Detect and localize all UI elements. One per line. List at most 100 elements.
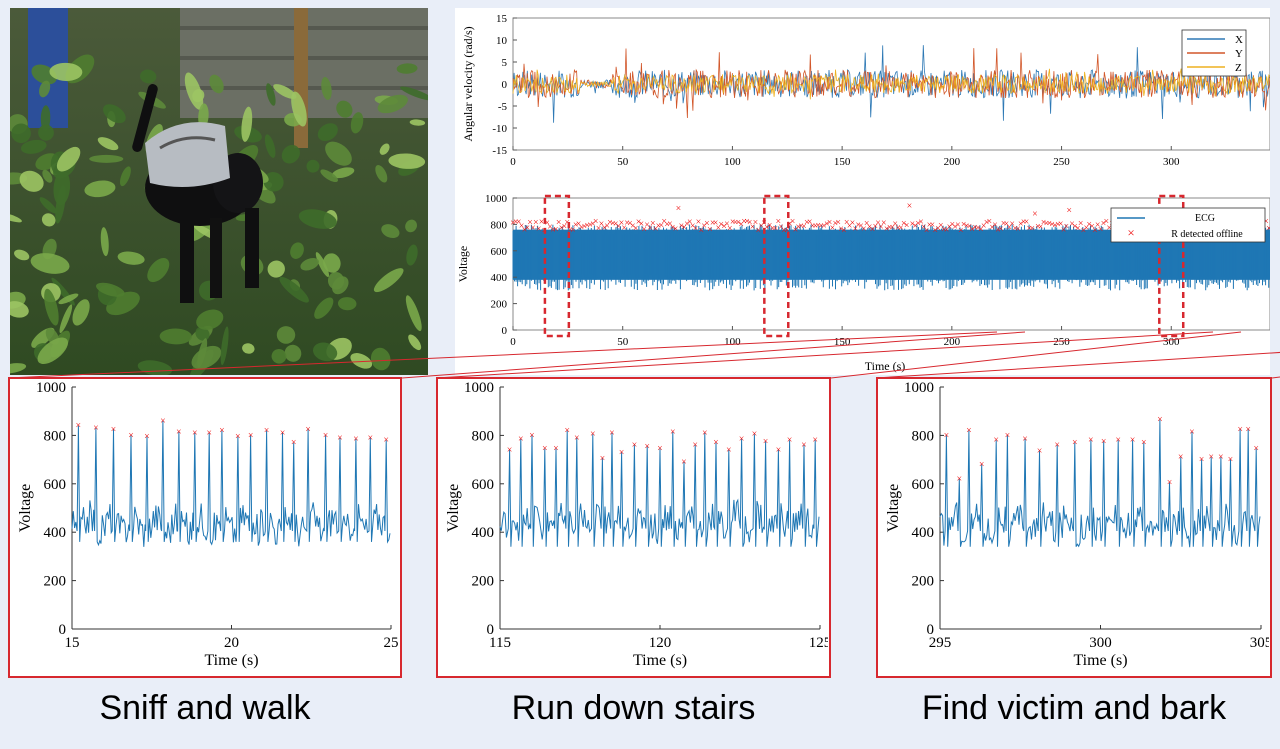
zoom-r-peak-marker: ×	[776, 445, 782, 456]
ecg-r-peak-marker: ×	[733, 218, 739, 229]
ecg-r-peak-marker: ×	[661, 217, 667, 228]
ecg-r-peak-marker: ×	[690, 221, 696, 232]
ecg-r-peak-marker: ×	[1101, 219, 1107, 230]
zoom-xtick-label: 15	[65, 635, 80, 651]
zoom-r-peak-marker: ×	[966, 426, 972, 437]
ecg-r-peak-marker: ×	[870, 225, 876, 236]
ecg-r-peak-marker: ×	[1046, 219, 1052, 230]
zoom-r-peak-marker: ×	[574, 433, 580, 444]
ecg-r-peak-marker: ×	[564, 218, 570, 229]
caption-find-victim-and-bark: Find victim and bark	[921, 689, 1227, 727]
ecg-r-peak-marker: ×	[1092, 225, 1098, 236]
ecg-r-peak-marker: ×	[887, 222, 893, 233]
ecg-r-peak-marker: ×	[901, 218, 907, 229]
ecg-r-peak-marker: ×	[1018, 219, 1024, 230]
ecg-r-peak-marker: ×	[975, 223, 981, 234]
ecg-r-peak-marker: ×	[1032, 209, 1038, 220]
zoom-r-peak-marker: ×	[553, 444, 559, 455]
ecg-r-peak-marker: ×	[764, 222, 770, 233]
zoom-r-peak-marker: ×	[323, 430, 329, 441]
ecg-r-peak-marker: ×	[698, 226, 704, 237]
ecg-r-peak-marker: ×	[961, 220, 967, 231]
ecg-r-peak-marker: ×	[619, 218, 625, 229]
ecg-r-peak-marker: ×	[1035, 222, 1041, 233]
zoom-r-peak-marker: ×	[353, 434, 359, 445]
ecg-r-peak-marker: ×	[864, 218, 870, 229]
zoom-ytick-label: 400	[472, 525, 495, 541]
ecg-r-peak-marker: ×	[918, 217, 924, 228]
ecg-r-peak-marker: ×	[750, 222, 756, 233]
ecg-r-peak-marker: ×	[510, 218, 516, 229]
zoom-ytick-label: 200	[472, 574, 495, 590]
zoom-ytick-label: 0	[59, 622, 67, 638]
ecg-r-peak-marker: ×	[1001, 218, 1007, 229]
zoom-r-peak-marker: ×	[542, 444, 548, 455]
zoom-r-peak-marker: ×	[1189, 427, 1195, 438]
ecg-r-peak-marker: ×	[981, 221, 987, 232]
ecg-r-peak-marker: ×	[895, 223, 901, 234]
av-ytick-label: 0	[502, 79, 508, 91]
ecg-r-peak-marker: ×	[838, 224, 844, 235]
ecg-r-peak-marker: ×	[818, 221, 824, 232]
zoom-r-peak-marker: ×	[752, 429, 758, 440]
zoom-r-peak-marker: ×	[219, 426, 225, 437]
caption-sniff-and-walk: Sniff and walk	[99, 689, 311, 727]
ecg-r-peak-marker: ×	[1055, 219, 1061, 230]
zoom-xtick-label: 295	[929, 635, 952, 651]
zoom-ytick-label: 600	[912, 477, 935, 493]
ecg-r-peak-marker: ×	[553, 224, 559, 235]
ecg-r-peak-marker: ×	[795, 222, 801, 233]
ecg-r-peak-marker: ×	[824, 219, 830, 230]
ecg-r-peak-marker: ×	[721, 222, 727, 233]
zoom-r-peak-marker: ×	[564, 426, 570, 437]
ecg-r-peak-marker: ×	[850, 218, 856, 229]
zoom-r-peak-marker: ×	[248, 430, 254, 441]
zoom-r-peak-marker: ×	[1005, 430, 1011, 441]
ecg-r-peak-marker: ×	[929, 220, 935, 231]
ecg-xtick-label: 50	[617, 336, 629, 348]
ecg-r-peak-marker: ×	[550, 225, 556, 236]
legend-z-label: Z	[1235, 62, 1242, 74]
ecg-r-peak-marker: ×	[664, 219, 670, 230]
ecg-r-peak-marker: ×	[875, 218, 881, 229]
ecg-xtick-label: 150	[834, 336, 851, 348]
ecg-r-peak-marker: ×	[633, 223, 639, 234]
ecg-r-peak-marker: ×	[804, 217, 810, 228]
legend-ecg-label: ECG	[1195, 213, 1215, 224]
zoom-ecg-line	[939, 419, 1261, 548]
zoom-r-peak-marker: ×	[128, 430, 134, 441]
ecg-r-peak-marker: ×	[852, 224, 858, 235]
ecg-r-peak-marker: ×	[790, 216, 796, 227]
ecg-r-peak-marker: ×	[581, 222, 587, 233]
av-ylabel: Angular velocity (rad/s)	[461, 26, 475, 141]
ecg-r-peak-marker: ×	[530, 223, 536, 234]
zoom-ytick-label: 800	[44, 428, 67, 444]
ecg-r-peak-marker: ×	[1064, 221, 1070, 232]
ecg-r-peak-marker: ×	[1058, 219, 1064, 230]
zoom-r-peak-marker: ×	[367, 433, 373, 444]
zoom-ytick-label: 1000	[36, 380, 66, 396]
ecg-r-peak-marker: ×	[676, 204, 682, 215]
ecg-r-peak-marker: ×	[747, 217, 753, 228]
ecg-r-peak-marker: ×	[927, 220, 933, 231]
ecg-r-peak-marker: ×	[641, 224, 647, 235]
zoom-xtick-label: 300	[1089, 635, 1112, 651]
ecg-xtick-label: 300	[1163, 336, 1180, 348]
ecg-r-peak-marker: ×	[938, 221, 944, 232]
zoom-xlabel: Time (s)	[204, 652, 258, 669]
ecg-r-peak-marker: ×	[724, 219, 730, 230]
ecg-r-peak-marker: ×	[827, 218, 833, 229]
zoom-r-peak-marker: ×	[176, 427, 182, 438]
zoom-panel-stairs: 0 200 400 600 800 1000 115 120 125 Voltage Time (s…	[436, 377, 831, 678]
ecg-r-peak-marker: ×	[912, 221, 918, 232]
av-xtick-label: 200	[944, 156, 961, 168]
ecg-r-peak-marker: ×	[773, 223, 779, 234]
ecg-xtick-label: 200	[944, 336, 961, 348]
ecg-r-peak-marker: ×	[1009, 219, 1015, 230]
zoom-r-peak-marker: ×	[739, 434, 745, 445]
ecg-r-peak-marker: ×	[890, 223, 896, 234]
ecg-r-peak-marker: ×	[910, 219, 916, 230]
ecg-r-peak-marker: ×	[647, 223, 653, 234]
zoom-ecg-line	[499, 430, 820, 547]
av-ytick-label: 15	[496, 13, 508, 25]
